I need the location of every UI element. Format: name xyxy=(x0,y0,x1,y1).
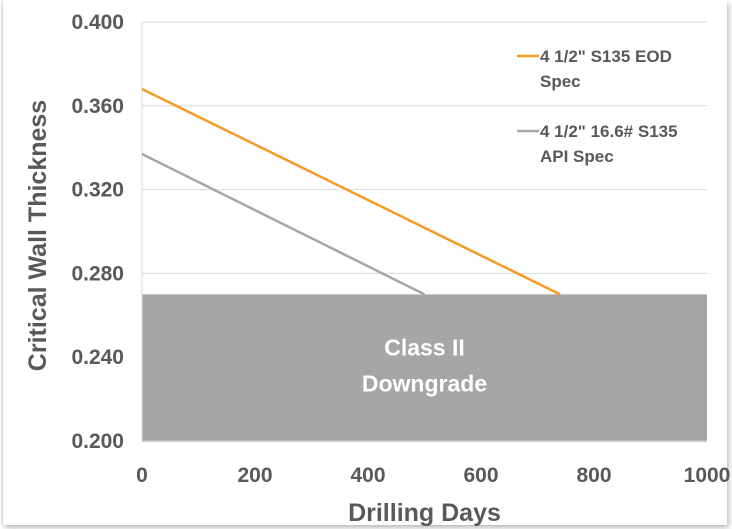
x-tick-label: 400 xyxy=(350,464,385,487)
legend-label: API Spec xyxy=(540,147,614,166)
x-tick-label: 200 xyxy=(237,464,272,487)
y-tick-label: 0.280 xyxy=(71,262,124,285)
legend-label: Spec xyxy=(540,72,581,91)
axes xyxy=(141,21,707,442)
y-tick-label: 0.400 xyxy=(71,11,124,34)
x-tick-label: 1000 xyxy=(684,464,731,487)
series-line xyxy=(141,87,561,296)
series-line xyxy=(141,152,426,296)
y-tick-label: 0.320 xyxy=(71,179,124,202)
class-ii-downgrade-area xyxy=(142,294,707,441)
y-axis-title: Critical Wall Thickness xyxy=(24,100,52,371)
legend-label: 4 1/2" 16.6# S135 xyxy=(540,122,678,141)
x-tick-label: 0 xyxy=(136,464,148,487)
x-tick-label: 600 xyxy=(463,464,498,487)
y-tick-label: 0.240 xyxy=(71,346,124,369)
legend-label: 4 1/2" S135 EOD xyxy=(540,47,672,66)
legend: 4 1/2" S135 EOD Spec 4 1/2" 16.6# S135 API … xyxy=(517,47,678,166)
y-tick-label: 0.200 xyxy=(71,430,124,453)
tick-labels: 0.200 0.240 0.280 0.320 0.360 0.400 0 200 400 600… xyxy=(71,11,730,487)
series-lines xyxy=(141,87,561,296)
class-ii-region: Class II Downgrade xyxy=(142,294,707,441)
region-label: Downgrade xyxy=(362,371,487,397)
x-axis-title: Drilling Days xyxy=(348,499,501,527)
region-label: Class II xyxy=(384,335,465,361)
y-tick-label: 0.360 xyxy=(71,95,124,118)
x-tick-label: 800 xyxy=(576,464,611,487)
